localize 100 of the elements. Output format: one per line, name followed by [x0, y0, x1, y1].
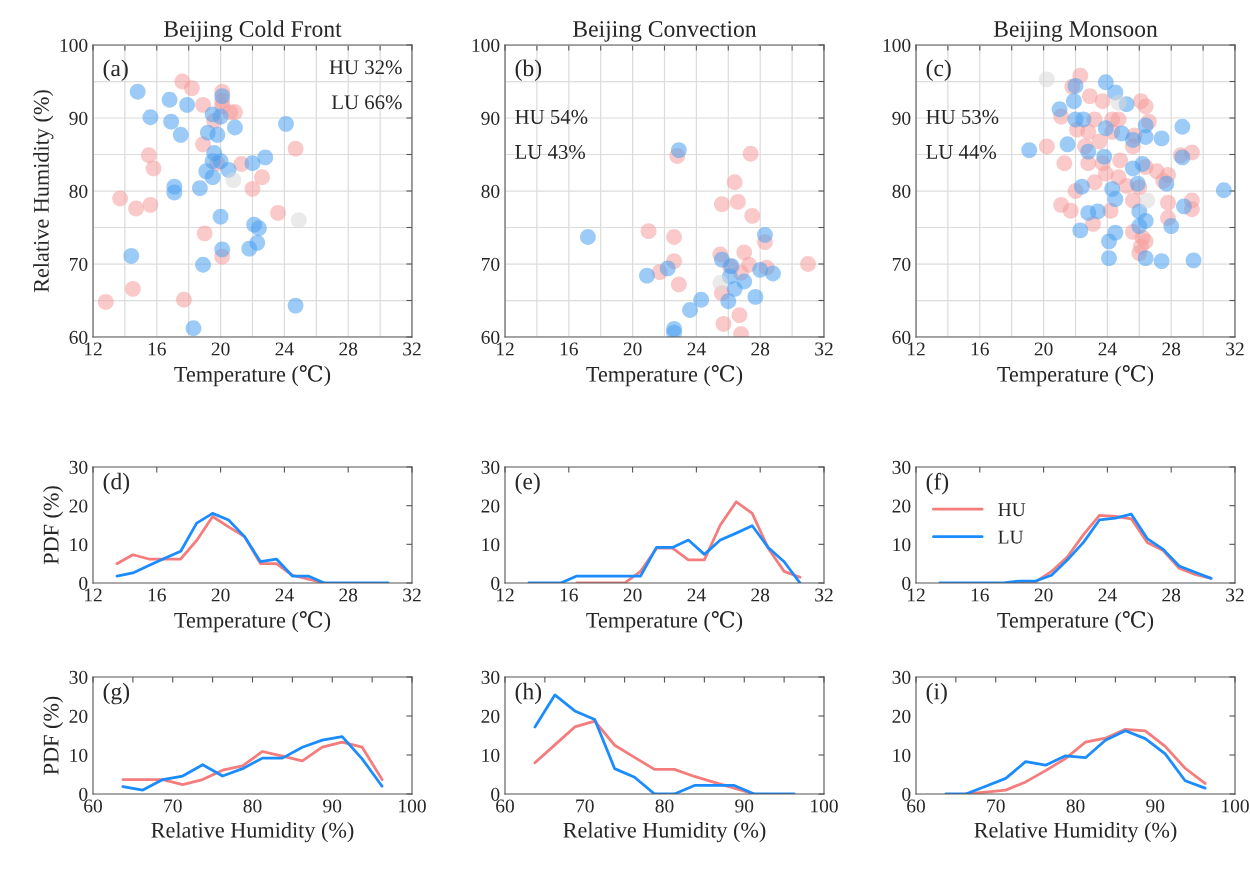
point	[1065, 93, 1082, 110]
point	[800, 256, 816, 272]
y-tick-label: 0	[79, 787, 88, 801]
point	[1073, 178, 1090, 195]
y-tick-label: 30	[892, 670, 911, 684]
point	[1137, 98, 1154, 115]
x-tick-label: 90	[1146, 799, 1165, 813]
x-tick-label: 32	[403, 588, 421, 602]
point	[1131, 218, 1148, 234]
point	[287, 297, 304, 314]
point	[1137, 117, 1154, 134]
x-tick-label: 28	[339, 588, 358, 602]
point	[1086, 174, 1103, 191]
point	[1089, 203, 1106, 220]
point	[1215, 182, 1232, 199]
y-tick-label: 100	[60, 38, 88, 52]
y-tick-label: 10	[482, 538, 500, 552]
y-tick-label: 20	[481, 709, 500, 723]
point	[176, 291, 192, 308]
point	[715, 315, 732, 332]
y-tick-label: 20	[69, 499, 88, 513]
x-tick-label: 32	[815, 342, 833, 356]
point	[1038, 71, 1055, 88]
point	[747, 288, 764, 305]
y-tick-label: 10	[893, 538, 911, 552]
point	[254, 169, 270, 186]
x-tick-label: 32	[1226, 342, 1244, 356]
y-tick-label: 70	[69, 257, 88, 271]
x-tick-label: 20	[623, 342, 642, 356]
x-tick-label: 16	[560, 342, 578, 356]
x-tick-label: 16	[971, 588, 989, 602]
y-tick-label: 100	[883, 38, 911, 52]
point	[1091, 133, 1108, 150]
chart-title: Beijing Monsoon	[993, 21, 1158, 42]
point	[191, 180, 208, 196]
point	[1174, 118, 1191, 135]
x-tick-label: 12	[907, 588, 925, 602]
point	[1021, 142, 1038, 159]
x-tick-label: 24	[687, 588, 706, 602]
point	[1072, 222, 1089, 239]
point	[1153, 130, 1170, 147]
point	[129, 83, 146, 100]
point	[1139, 192, 1156, 209]
x-tick-label: 28	[1162, 588, 1181, 602]
point	[97, 294, 114, 310]
x-tick-label: 12	[907, 342, 925, 356]
x-axis-title: Temperature (℃)	[997, 611, 1154, 633]
x-tick-label: 32	[403, 342, 421, 356]
annotation: (b)	[515, 59, 542, 82]
y-tick-label: 10	[482, 748, 500, 762]
y-axis-title: PDF (%)	[42, 696, 64, 775]
point	[124, 280, 141, 297]
y-tick-label: 10	[70, 748, 88, 762]
x-axis-title: Relative Humidity (%)	[151, 822, 354, 843]
point	[140, 147, 157, 164]
point	[142, 109, 159, 126]
point	[1107, 191, 1124, 207]
point	[209, 126, 226, 143]
x-tick-label: 12	[496, 342, 514, 356]
y-axis-title: Relative Humidity (%)	[33, 90, 54, 293]
point	[744, 207, 761, 224]
x-axis-title: Temperature (℃)	[586, 611, 743, 633]
point	[196, 225, 213, 242]
point	[726, 280, 743, 297]
x-tick-label: 80	[1066, 799, 1085, 813]
y-tick-label: 0	[491, 787, 500, 801]
point	[1153, 253, 1170, 269]
point	[128, 200, 144, 217]
point	[1097, 120, 1114, 137]
point	[742, 145, 759, 162]
y-tick-label: 0	[491, 576, 500, 590]
point	[720, 293, 737, 310]
y-tick-label: 70	[892, 257, 911, 271]
x-tick-label: 16	[148, 588, 166, 602]
point	[1125, 131, 1141, 148]
y-tick-label: 20	[69, 709, 88, 723]
annotation: HU 32%	[329, 60, 402, 75]
x-tick-label: 12	[84, 342, 102, 356]
point	[712, 275, 729, 291]
point	[729, 194, 746, 210]
y-tick-label: 0	[79, 576, 88, 590]
point	[752, 261, 769, 278]
point	[1160, 194, 1176, 211]
point	[227, 104, 243, 121]
point	[112, 190, 129, 207]
point	[195, 256, 211, 273]
point	[278, 115, 294, 132]
point	[214, 241, 231, 258]
point	[212, 108, 229, 125]
x-tick-label: 100	[811, 799, 838, 813]
x-tick-label: 20	[211, 588, 230, 602]
x-axis-title: Temperature (℃)	[586, 365, 743, 387]
y-tick-label: 10	[893, 748, 911, 762]
point	[693, 291, 710, 308]
y-tick-label: 60	[892, 330, 911, 344]
x-tick-label: 16	[971, 342, 989, 356]
annotation: (c)	[926, 59, 951, 82]
y-tick-label: 30	[69, 460, 88, 474]
y-tick-label: 30	[69, 670, 88, 684]
point	[765, 265, 781, 282]
